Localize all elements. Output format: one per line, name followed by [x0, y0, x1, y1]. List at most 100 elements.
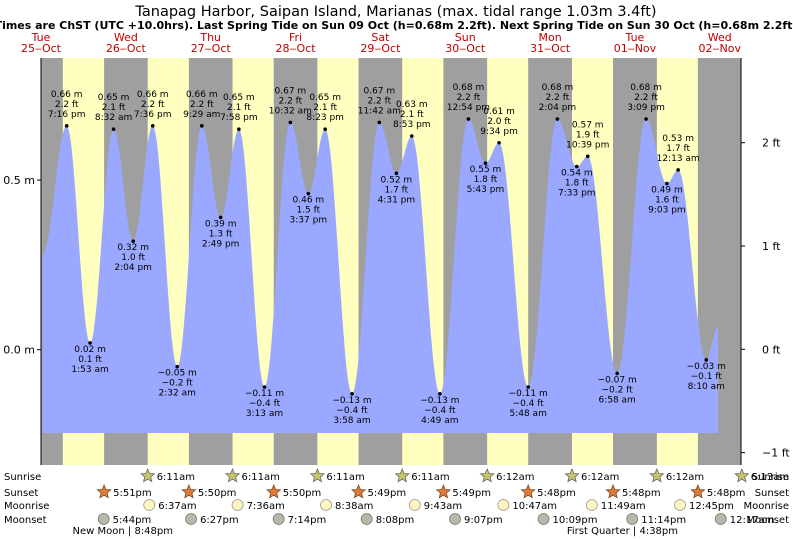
sunset-icon [350, 483, 367, 499]
tide-high-point [199, 124, 204, 128]
tide-high-label: 0.66 m2.2 ft7:16 pm [48, 90, 86, 120]
tide-low-point [175, 364, 180, 369]
sunset-icon [96, 483, 112, 499]
tide-label-text: −0.4 ft [249, 399, 281, 409]
moon-phase-label: New Moon | 8:48pm [73, 526, 173, 537]
tide-high-point [644, 117, 648, 121]
sunrise-icon [394, 467, 410, 483]
tide-label-text: 1.0 ft [121, 253, 145, 263]
tide-label-text: 3:37 pm [290, 216, 328, 226]
sunset-time: 5:50pm [283, 488, 322, 499]
tide-label-text: 0.66 m [186, 90, 218, 100]
moonrise-time: 9:43am [424, 501, 462, 512]
moonset-icon [626, 513, 639, 525]
day-name: Wed [708, 31, 732, 44]
tide-low-label: −0.07 m−0.2 ft6:58 am [598, 375, 637, 405]
tide-high-point [111, 127, 116, 132]
tide-high-point [555, 117, 560, 121]
sunset-icon [435, 483, 452, 499]
moonset-time: 12:17am [730, 515, 775, 526]
moonset-time: 11:14pm [641, 515, 686, 526]
tide-low-point [394, 171, 399, 176]
day-name: Mon [538, 31, 561, 44]
sunrise-time: 6:11am [326, 472, 364, 483]
y-tick-label-m: 0.0 m [3, 344, 35, 357]
astro-rows: Sunrise Sunrise 6:11am 6:11am 6:11am 6:11am 6:… [4, 467, 790, 537]
moonset-time: 7:14pm [288, 515, 327, 526]
tide-area [42, 119, 718, 433]
tide-low-point [306, 191, 311, 196]
tide-label-text: 9:29 am [183, 110, 220, 120]
tide-low-point [350, 391, 354, 396]
chart-subtitle: Times are ChST (UTC +10.0hrs). Last Spri… [0, 19, 793, 32]
sunset-time: 5:49pm [452, 488, 491, 499]
day-date: 31‒Oct [530, 42, 571, 55]
astro-row-label-right: Moonset [747, 515, 790, 526]
tide-label-text: 2:04 pm [114, 263, 152, 273]
tide-low-label: 0.49 m1.6 ft9:03 pm [648, 185, 686, 215]
tide-high-label: 0.66 m2.2 ft7:36 pm [134, 90, 172, 120]
tide-label-text: 3:58 am [333, 416, 370, 426]
tide-label-text: 1.8 ft [474, 175, 498, 185]
sunrise-icon [479, 467, 495, 483]
tide-low-label: 0.32 m1.0 ft2:04 pm [114, 243, 152, 273]
tide-label-text: 0.61 m [483, 107, 515, 117]
tide-label-text: 1.8 ft [565, 179, 589, 189]
sunrise-icon [564, 467, 580, 483]
tide-label-text: 7:16 pm [48, 110, 86, 120]
tide-label-text: 2.1 ft [400, 110, 424, 120]
sunset-time: 5:48pm [622, 488, 661, 499]
y-tick-label-ft: 2 ft [762, 137, 781, 150]
tide-label-text: 7:58 pm [220, 113, 258, 123]
tide-label-text: 0.66 m [137, 90, 169, 100]
moonset-icon [272, 513, 285, 525]
sunrise-time: 6:11am [411, 472, 449, 483]
tide-label-text: 2.2 ft [190, 100, 214, 110]
astro-row-label-right: Moonrise [744, 501, 789, 512]
tide-label-text: 0.52 m [381, 175, 413, 185]
tide-label-text: 2.2 ft [141, 100, 165, 110]
tide-label-text: 10:39 pm [566, 140, 609, 150]
astro-row-label-left: Moonset [4, 515, 47, 526]
tide-label-text: 2.2 ft [546, 93, 570, 103]
astro-row-label-left: Sunrise [4, 472, 41, 483]
tide-low-point [438, 391, 442, 396]
tide-label-text: 2:49 pm [202, 239, 240, 249]
day-date: 02‒Nov [699, 42, 742, 55]
tide-label-text: 8:32 am [95, 113, 132, 123]
sunrise-time: 6:12am [496, 472, 534, 483]
tide-label-text: 0.66 m [51, 90, 83, 100]
tide-label-text: 5:43 pm [467, 185, 505, 195]
tide-label-text: −0.4 ft [424, 406, 456, 416]
tide-label-text: 0.65 m [223, 93, 255, 103]
sunrise-time: 6:12am [581, 472, 619, 483]
astro-row-label-left: Moonrise [4, 501, 49, 512]
tide-label-text: 2.2 ft [457, 93, 481, 103]
tide-high-label: 0.66 m2.2 ft9:29 am [183, 90, 220, 120]
tide-label-text: 0.53 m [662, 134, 694, 144]
tide-low-label: −0.13 m−0.4 ft4:49 am [420, 396, 459, 426]
tide-label-text: 1.3 ft [209, 229, 233, 239]
tide-low-point [526, 385, 530, 389]
tide-label-text: 1.7 ft [666, 144, 690, 154]
sunset-icon [690, 483, 706, 499]
y-tick-label-m: 0.5 m [3, 174, 35, 187]
tide-label-text: 0.46 m [293, 196, 325, 206]
sunset-icon [181, 483, 197, 499]
tide-low-point [483, 161, 488, 165]
sunrise-icon [224, 467, 241, 483]
sunset-time: 5:50pm [198, 488, 237, 499]
tide-low-point [615, 371, 619, 376]
tide-label-text: 1.5 ft [296, 206, 320, 216]
tide-label-text: 3:13 am [246, 409, 283, 419]
sunrise-icon [309, 467, 326, 483]
astro-row-label-right: Sunset [755, 488, 789, 499]
tide-label-text: 0.65 m [309, 93, 341, 103]
tide-label-text: −0.03 m [687, 362, 726, 372]
y-tick-label-ft: 0 ft [762, 343, 781, 356]
y-axes: 0.0 m 0.5 m −1 ft 0 ft 1 ft 2 ft [3, 58, 790, 465]
tide-label-text: 1.7 ft [385, 185, 409, 195]
day-name: Tue [31, 31, 51, 44]
